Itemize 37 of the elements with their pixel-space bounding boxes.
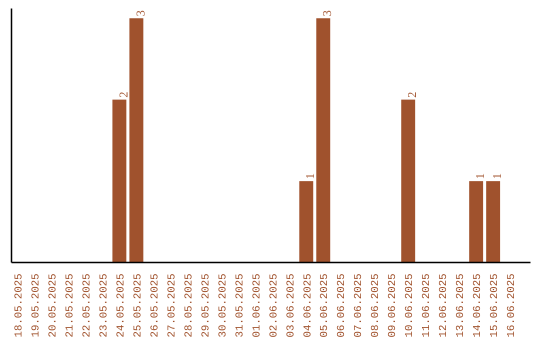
x-tick-label: 06.06.2025 [336, 273, 348, 338]
data-label: 3 [320, 10, 334, 16]
x-tick-label: 11.06.2025 [421, 273, 434, 338]
data-label: 1 [303, 173, 318, 180]
x-tick-label: 18.05.2025 [13, 273, 26, 338]
x-tick-label: 25.05.2025 [132, 273, 144, 338]
x-tick-label: 01.06.2025 [251, 273, 264, 338]
data-label: 1 [490, 173, 504, 180]
x-tick-label: 31.05.2025 [234, 273, 246, 338]
x-tick-label: 28.05.2025 [183, 273, 196, 338]
x-tick-label: 07.06.2025 [353, 273, 366, 338]
x-tick-label: 16.06.2025 [506, 273, 518, 338]
data-label: 2 [116, 92, 130, 98]
x-tick-label: 02.06.2025 [268, 273, 280, 338]
x-tick-label: 04.06.2025 [302, 273, 314, 338]
x-tick-label: 15.06.2025 [489, 273, 502, 338]
data-label: 3 [133, 10, 148, 16]
x-tick-label: 12.06.2025 [438, 273, 450, 338]
data-label: 1 [473, 173, 488, 180]
x-tick-label: 13.06.2025 [455, 273, 468, 338]
x-tick-label: 10.06.2025 [404, 273, 416, 338]
x-tick-label: 20.05.2025 [47, 273, 60, 338]
x-tick-label: 26.05.2025 [149, 273, 162, 338]
x-tick-label: 03.06.2025 [285, 273, 298, 338]
x-tick-label: 14.06.2025 [472, 273, 484, 338]
x-tick-label: 30.05.2025 [217, 273, 230, 338]
x-tick-label: 23.05.2025 [98, 273, 110, 338]
x-tick-label: 27.05.2025 [166, 273, 178, 338]
x-tick-label: 05.06.2025 [319, 273, 332, 338]
x-tick-label: 22.05.2025 [81, 273, 94, 338]
x-tick-label: 19.05.2025 [30, 273, 42, 338]
x-tick-label: 09.06.2025 [387, 273, 400, 338]
data-label: 2 [405, 92, 420, 98]
x-tick-label: 29.05.2025 [200, 273, 212, 338]
x-tick-label: 08.06.2025 [370, 273, 382, 338]
x-tick-label: 21.05.2025 [64, 273, 76, 338]
x-tick-label: 24.05.2025 [115, 273, 128, 338]
